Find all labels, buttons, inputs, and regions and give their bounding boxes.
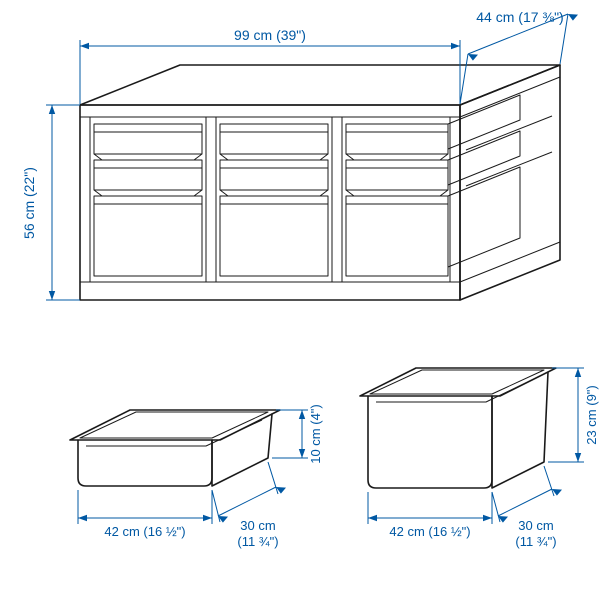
dim-unit-height: 56 cm (22") <box>21 105 80 300</box>
unit-depth-in: (17 ⅜") <box>518 9 563 25</box>
largebox-depth-in: (11 ¾") <box>515 534 556 549</box>
svg-text:23 cm (9"): 23 cm (9") <box>584 385 599 445</box>
svg-text:44 cm (17 ⅜"): 44 cm (17 ⅜") <box>476 9 563 25</box>
unit-height-in: (22") <box>21 167 37 197</box>
svg-text:42 cm (16 ½"): 42 cm (16 ½") <box>389 524 470 539</box>
largebox-width-in: (16 ½") <box>428 524 470 539</box>
svg-text:30 cm: 30 cm <box>240 518 275 533</box>
largebox-height-cm: 23 cm <box>584 409 599 444</box>
svg-text:56 cm (22"): 56 cm (22") <box>21 167 37 239</box>
unit-width-in: (39") <box>276 27 306 43</box>
smallbox-depth-in: (11 ¾") <box>237 534 278 549</box>
dim-largebox-width: 42 cm (16 ½") <box>368 492 492 539</box>
unit-height-cm: 56 cm <box>21 201 37 239</box>
svg-text:30 cm: 30 cm <box>518 518 553 533</box>
svg-text:(11 ¾"): (11 ¾") <box>515 534 556 549</box>
dim-smallbox-height: 10 cm (4") <box>272 404 323 464</box>
dim-smallbox-depth: 30 cm (11 ¾") <box>212 462 286 549</box>
largebox-width-cm: 42 cm <box>389 524 424 539</box>
smallbox-width-in: (16 ½") <box>143 524 185 539</box>
dim-largebox-height: 23 cm (9") <box>548 368 599 462</box>
largebox-height-in: (9") <box>584 385 599 406</box>
small-box-drawing <box>70 410 280 486</box>
storage-unit-drawing <box>80 65 560 300</box>
smallbox-height-cm: 10 cm <box>308 428 323 463</box>
svg-text:42 cm (16 ½"): 42 cm (16 ½") <box>104 524 185 539</box>
svg-text:(11 ¾"): (11 ¾") <box>237 534 278 549</box>
unit-width-cm: 99 cm <box>234 27 272 43</box>
smallbox-depth-cm: 30 cm <box>240 518 275 533</box>
dim-smallbox-width: 42 cm (16 ½") <box>78 490 212 539</box>
unit-depth-cm: 44 cm <box>476 9 514 25</box>
large-box-drawing <box>360 368 556 488</box>
smallbox-height-in: (4") <box>308 404 323 425</box>
svg-text:99 cm (39"): 99 cm (39") <box>234 27 306 43</box>
dim-largebox-depth: 30 cm (11 ¾") <box>492 466 562 549</box>
largebox-depth-cm: 30 cm <box>518 518 553 533</box>
smallbox-width-cm: 42 cm <box>104 524 139 539</box>
svg-text:10 cm (4"): 10 cm (4") <box>308 404 323 464</box>
